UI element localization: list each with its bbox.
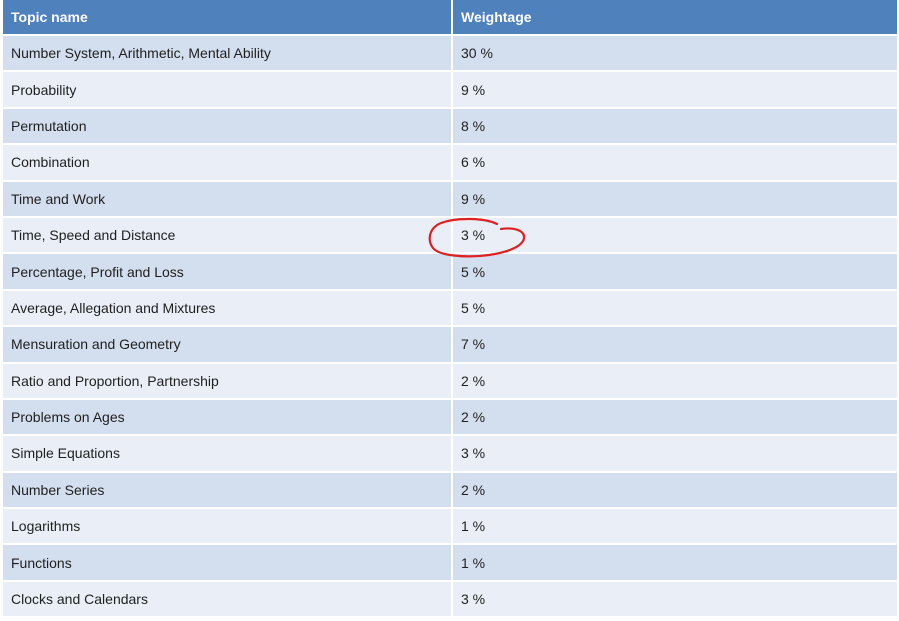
weightage-cell: 2 % xyxy=(452,362,899,400)
topic-cell: Number Series xyxy=(3,471,453,510)
header-weightage: Weightage xyxy=(452,0,899,36)
weightage-cell: 1 % xyxy=(452,508,899,546)
table-row: Number Series 2 % xyxy=(3,471,899,510)
table-row: Time, Speed and Distance 3 % xyxy=(3,216,899,255)
weightage-cell: 1 % xyxy=(452,544,899,582)
table-row: Average, Allegation and Mixtures 5 % xyxy=(3,289,899,328)
table-row: Simple Equations 3 % xyxy=(3,435,899,473)
weightage-cell: 9 % xyxy=(452,71,899,109)
weightage-cell: 8 % xyxy=(452,107,899,146)
table-row: Permutation 8 % xyxy=(3,107,899,146)
topic-cell: Ratio and Proportion, Partnership xyxy=(3,362,453,400)
weightage-cell: 5 % xyxy=(452,289,899,328)
weightage-cell: 7 % xyxy=(452,326,899,364)
header-row: Topic name Weightage xyxy=(3,0,899,36)
table-row: Probability 9 % xyxy=(3,71,899,109)
table-row: Functions 1 % xyxy=(3,544,899,582)
weightage-cell: 3 % xyxy=(452,216,899,255)
table-row: Percentage, Profit and Loss 5 % xyxy=(3,253,899,291)
topic-cell: Logarithms xyxy=(3,508,453,546)
topic-cell: Combination xyxy=(3,144,453,182)
topic-cell: Percentage, Profit and Loss xyxy=(3,253,453,291)
topic-cell: Functions xyxy=(3,544,453,582)
weightage-cell: 3 % xyxy=(452,580,899,619)
topic-cell: Mensuration and Geometry xyxy=(3,326,453,364)
topic-cell: Probability xyxy=(3,71,453,109)
table-row: Ratio and Proportion, Partnership 2 % xyxy=(3,362,899,400)
topic-cell: Number System, Arithmetic, Mental Abilit… xyxy=(3,35,453,73)
table-row: Problems on Ages 2 % xyxy=(3,398,899,437)
topic-cell: Clocks and Calendars xyxy=(3,580,453,619)
weightage-cell: 3 % xyxy=(452,435,899,473)
table-row: Mensuration and Geometry 7 % xyxy=(3,326,899,364)
topic-weightage-table: Topic name Weightage Number System, Arit… xyxy=(3,0,899,619)
weightage-cell: 2 % xyxy=(452,471,899,510)
table-row: Combination 6 % xyxy=(3,144,899,182)
table-row: Time and Work 9 % xyxy=(3,180,899,218)
topic-cell: Time, Speed and Distance xyxy=(3,216,453,255)
topic-cell: Simple Equations xyxy=(3,435,453,473)
table-row: Clocks and Calendars 3 % xyxy=(3,580,899,619)
table-row: Number System, Arithmetic, Mental Abilit… xyxy=(3,35,899,73)
weightage-cell: 6 % xyxy=(452,144,899,182)
topic-cell: Permutation xyxy=(3,107,453,146)
header-topic-name: Topic name xyxy=(3,0,453,36)
weightage-cell: 9 % xyxy=(452,180,899,218)
topic-cell: Average, Allegation and Mixtures xyxy=(3,289,453,328)
weightage-cell: 30 % xyxy=(452,35,899,73)
topic-cell: Time and Work xyxy=(3,180,453,218)
weightage-cell: 2 % xyxy=(452,398,899,437)
weightage-cell: 5 % xyxy=(452,253,899,291)
topic-cell: Problems on Ages xyxy=(3,398,453,437)
table-body: Number System, Arithmetic, Mental Abilit… xyxy=(3,35,899,619)
table-row: Logarithms 1 % xyxy=(3,508,899,546)
